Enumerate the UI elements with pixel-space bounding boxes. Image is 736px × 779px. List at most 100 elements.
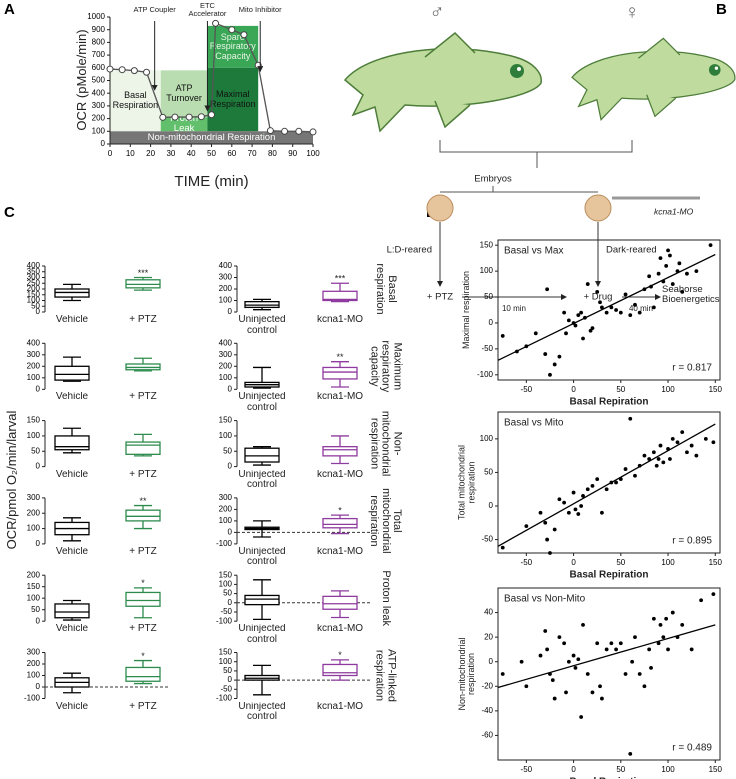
y-tick-label: 100 (480, 266, 494, 275)
fish (343, 31, 542, 133)
box (322, 366, 358, 380)
data-point (500, 334, 505, 338)
data-point (614, 480, 618, 485)
region (110, 131, 313, 144)
x-tick-label-box: + PTZ (129, 470, 157, 480)
data-point (573, 665, 578, 670)
y-tick-label: 0 (489, 501, 494, 510)
data-point (711, 440, 716, 445)
data-point (658, 622, 663, 627)
bracket (439, 140, 633, 168)
y-tick-label: 20 (484, 632, 493, 641)
y-tick-label: 0 (36, 539, 41, 548)
x-tick-label: Uninjected control (238, 624, 286, 645)
data-point (118, 66, 126, 74)
x-axis-label: TIME (min) (174, 173, 248, 190)
data-point (566, 318, 571, 323)
y-tick-label: 150 (219, 648, 233, 657)
x-tick-label: Uninjected control (238, 469, 286, 491)
y-tick-label: -20 (481, 681, 493, 690)
data-point (642, 453, 647, 458)
diagram: ♂ ♀ Embryos kcna1-MO L:D-reared Dark-rea… (343, 1, 736, 313)
box (244, 594, 280, 606)
row-label: Proton leak (379, 570, 392, 627)
x-tick-label-box: Uninjected control (238, 315, 285, 335)
y-tick-label: 50 (484, 292, 493, 301)
x-tick-label: 70 (248, 149, 257, 158)
y-tick-label: 300 (219, 493, 233, 502)
data-point (281, 127, 289, 135)
x-tick-label: Uninjected control (238, 701, 286, 722)
y-tick-label: 400 (92, 88, 106, 97)
y-tick-label: 300 (92, 101, 106, 110)
x-tick-label-box: kcna1-MO (317, 315, 363, 325)
data-point (685, 271, 689, 276)
bracket (440, 186, 598, 193)
y-tick-label: 350 (27, 267, 41, 276)
data-point (548, 372, 552, 377)
data-point (649, 665, 653, 670)
x-tick-label: 10 (126, 149, 135, 158)
data-point (552, 362, 557, 367)
data-point (614, 308, 618, 312)
region-label: ATP Turnover (166, 83, 202, 103)
data-point (666, 248, 670, 253)
region (160, 70, 208, 118)
chart-title: Basal vs Mito (504, 418, 564, 429)
data-point (670, 436, 675, 441)
x-tick-label-box: kcna1-MO (317, 547, 363, 557)
y-tick-label: 100 (219, 373, 233, 382)
data-point (159, 113, 167, 121)
data-point (533, 331, 538, 336)
fit-line (497, 423, 716, 547)
y-tick-label: 600 (92, 63, 106, 72)
data-point (557, 354, 562, 359)
egg (426, 194, 454, 222)
y-tick-label: 50 (223, 589, 232, 598)
chart-title: Basal vs Non-Mito (504, 594, 586, 605)
y-axis-label-box: Non-mitochondrial respiration (457, 637, 476, 710)
y-tick-label: -40 (481, 706, 493, 715)
data-point (543, 629, 548, 633)
region-label: Non-mitochondrial Respiration (147, 131, 276, 143)
y-tick-label: 300 (219, 273, 233, 282)
data-point (595, 289, 600, 294)
injection-label: ATP Coupler (133, 5, 176, 15)
box (54, 603, 90, 619)
data-point (581, 622, 585, 627)
significance: * (338, 506, 342, 516)
x-tick-label-box: kcna1-MO (317, 624, 363, 634)
data-point (675, 269, 680, 274)
y-tick-label: -100 (24, 694, 41, 703)
annotation: r = 0.817 (672, 363, 712, 374)
x-tick-label: 50 (207, 149, 216, 158)
data-point (571, 490, 576, 495)
data-point (185, 113, 193, 121)
male-symbol: ♂ (430, 1, 445, 23)
y-tick-label: 0 (36, 616, 41, 625)
y-tick-label: 200 (219, 361, 233, 370)
x-tick-label: 150 (709, 558, 723, 567)
box (54, 435, 90, 451)
data-point (600, 696, 604, 701)
y-axis-label-box: OCR (pMole/min) (74, 29, 89, 130)
data-point (675, 440, 680, 445)
y-tick-label: 200 (27, 284, 41, 293)
region-label-box: Spare Respiratory Capacity (210, 32, 256, 60)
y-tick-label: -50 (481, 535, 493, 544)
x-axis-label: Basal Repiration (570, 397, 649, 408)
data-point (240, 31, 248, 39)
data-point (571, 653, 576, 658)
fish (571, 37, 736, 121)
y-axis-label: Total mitochondrial respiration (456, 444, 476, 521)
y-tick-label: 250 (27, 278, 41, 287)
data-point (576, 512, 581, 516)
y-tick-label: 200 (27, 659, 41, 668)
data-point (595, 641, 600, 646)
x-tick-label-box: kcna1-MO (317, 702, 363, 712)
y-tick-label: 50 (31, 446, 40, 455)
y-tick-label: 100 (219, 657, 233, 666)
x-tick-label: 0 (571, 385, 576, 394)
x-tick-label: + PTZ (129, 546, 157, 557)
